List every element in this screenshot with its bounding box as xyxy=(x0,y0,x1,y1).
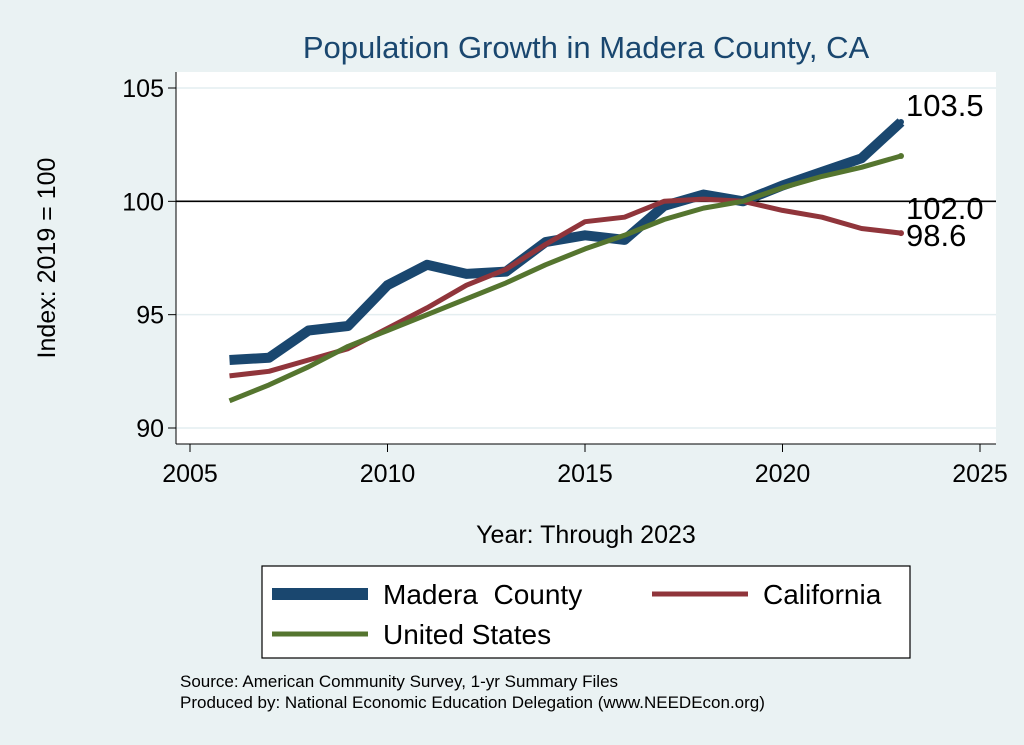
legend-label: United States xyxy=(383,619,551,650)
series-end-point xyxy=(898,153,904,159)
x-ticks: 2005 2010 2015 2020 2025 xyxy=(162,444,1008,488)
series-lines xyxy=(228,118,905,404)
x-tick-label: 2010 xyxy=(360,460,416,488)
plot-area xyxy=(176,72,996,444)
legend-label: California xyxy=(763,579,882,610)
y-tick-label: 105 xyxy=(122,75,164,103)
legend-box xyxy=(261,565,911,659)
series-end-point xyxy=(898,230,904,237)
chart-title: Population Growth in Madera County, CA xyxy=(303,30,870,65)
x-axis-label: Year: Through 2023 xyxy=(476,521,696,549)
x-tick-label: 2025 xyxy=(952,460,1008,488)
series-line-united-states xyxy=(228,153,902,404)
series-end-point xyxy=(898,119,904,125)
y-tick-label: 100 xyxy=(122,188,164,216)
x-tick-label: 2015 xyxy=(557,460,613,488)
y-ticks: 90 95 100 105 xyxy=(122,75,176,443)
y-tick-label: 90 xyxy=(136,415,164,443)
legend-label: Madera County xyxy=(383,579,582,610)
legend: Madera County California United States xyxy=(272,579,882,650)
source-note: Source: American Community Survey, 1-yr … xyxy=(180,672,618,691)
x-tick-label: 2005 xyxy=(162,460,218,488)
end-label-madera-county: 103.5 xyxy=(906,88,984,123)
produced-by-note: Produced by: National Economic Education… xyxy=(180,693,765,712)
x-tick-label: 2020 xyxy=(755,460,811,488)
grid-lines xyxy=(176,87,996,429)
end-label-california: 98.6 xyxy=(906,218,966,253)
end-label-united-states: 102.0 xyxy=(906,191,984,226)
y-axis-label: Index: 2019 = 100 xyxy=(33,158,61,359)
y-tick-label: 95 xyxy=(136,302,164,330)
